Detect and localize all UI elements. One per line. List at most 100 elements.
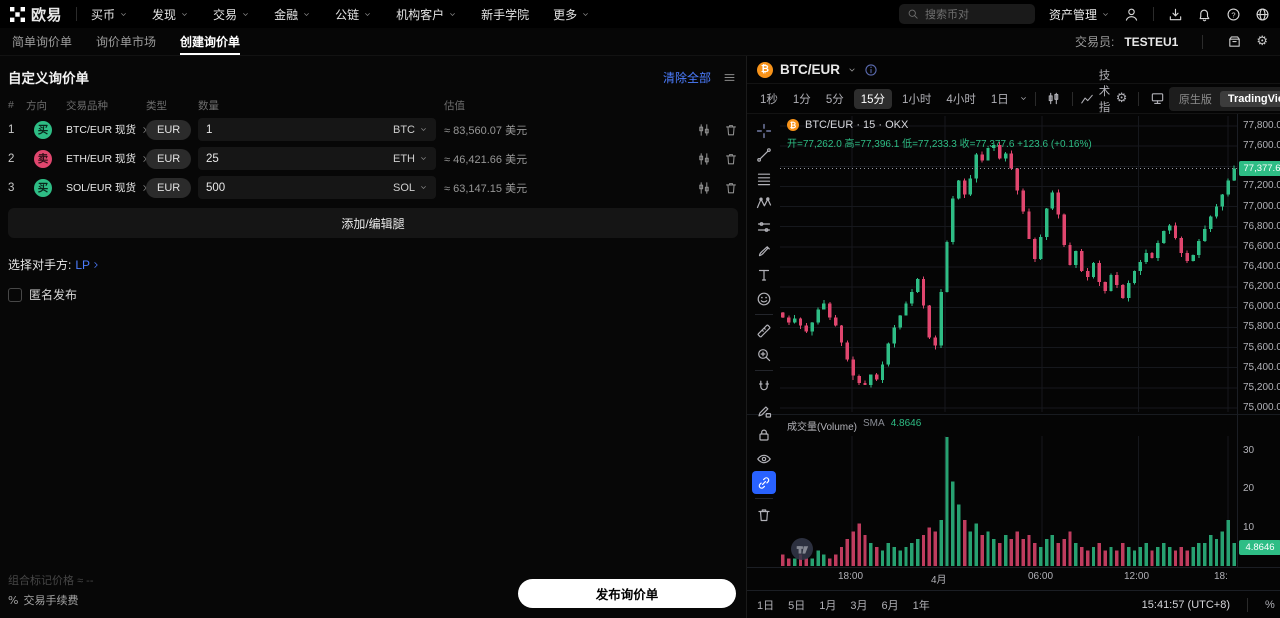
interval-1日[interactable]: 1日 [990,93,1009,106]
user-icon[interactable] [1124,7,1139,22]
nav-menu-item[interactable]: 更多 [553,6,590,23]
panel-menu-icon[interactable] [723,71,736,84]
range-1月[interactable]: 1月 [819,599,837,612]
anonymous-row[interactable]: 匿名发布 [8,286,738,303]
emoji-icon[interactable] [752,287,776,310]
chart-region[interactable]: ₿ BTC/EUR · 15 · OKX 开=77,262.0 高=77,396… [747,114,1280,590]
range-3月[interactable]: 3月 [850,599,868,612]
interval-5分[interactable]: 5分 [825,93,844,106]
help-icon[interactable]: ? [1226,7,1241,22]
delete-leg-icon[interactable] [724,152,738,166]
nav-menu-item[interactable]: 新手学院 [481,6,529,23]
clock[interactable]: 15:41:57 (UTC+8) [1141,598,1231,611]
trash-icon[interactable] [752,503,776,526]
pair-select[interactable]: SOL/EUR 现货 [66,180,147,195]
ruler-icon[interactable] [752,319,776,342]
price-tick-label: 76,800.0 [1243,221,1280,232]
tradingview-logo[interactable] [791,538,813,560]
assets-menu[interactable]: 资产管理 [1049,6,1110,23]
add-edit-legs-button[interactable]: 添加/编辑腿 [8,208,738,238]
bell-icon[interactable] [1197,7,1212,22]
interval-15分[interactable]: 15分 [853,88,893,109]
search-input[interactable]: 搜索币对 [898,4,1035,24]
amount-input[interactable]: 500 SOL [198,176,436,199]
candle-style-icon[interactable] [1042,91,1065,106]
tab-简单询价单[interactable]: 简单询价单 [12,35,73,49]
gear-icon[interactable]: ⚙ [1256,34,1268,49]
clear-all-button[interactable]: 清除全部 [662,70,711,85]
chevron-down-icon [1101,10,1110,19]
okx-logo[interactable]: 欧易 [10,4,62,25]
delete-leg-icon[interactable] [724,181,738,195]
column-header: 交易品种 [66,99,108,112]
tab-询价单市场[interactable]: 询价单市场 [96,35,157,49]
eye-icon[interactable] [752,447,776,470]
anonymous-checkbox[interactable] [8,287,22,302]
edit-lock-icon[interactable] [752,399,776,422]
range-5日[interactable]: 5日 [788,599,806,612]
screenshot-icon[interactable] [1146,91,1169,106]
leg-chart-icon[interactable] [697,152,711,166]
link-icon[interactable] [751,471,776,494]
position-icon[interactable] [752,215,776,238]
chart-settings-icon[interactable]: ⚙ [1115,91,1128,106]
range-1日[interactable]: 1日 [757,599,775,612]
range-1年[interactable]: 1年 [912,599,930,612]
leg-chart-icon[interactable] [697,123,711,137]
pair-select[interactable]: BTC/EUR 现货 [66,122,147,137]
pattern-icon[interactable] [752,191,776,214]
currency-pill[interactable]: EUR [146,119,192,140]
info-icon[interactable] [864,63,878,77]
amount-input[interactable]: 25 ETH [198,147,436,170]
text-icon[interactable] [752,263,776,286]
amount-input[interactable]: 1 BTC [198,118,436,141]
delete-leg-icon[interactable] [724,123,738,137]
leg-chart-icon[interactable] [697,181,711,195]
nav-menu-item[interactable]: 金融 [274,6,311,23]
counterparty-select[interactable]: LP [75,258,101,272]
tradingview-tab[interactable]: TradingView [1219,90,1280,107]
side-cell: 卖 [26,149,66,168]
price-pane[interactable] [780,116,1237,412]
currency-pill[interactable]: EUR [146,177,192,198]
interval-4小时[interactable]: 4小时 [946,93,976,106]
percent-scale-button[interactable]: % [1265,598,1275,611]
download-icon[interactable] [1168,7,1183,22]
zoom-in-icon[interactable] [752,343,776,366]
currency-pill[interactable]: EUR [146,148,192,169]
interval-1小时[interactable]: 1小时 [902,93,932,106]
volume-pane[interactable] [780,436,1237,567]
unit-select[interactable]: SOL [393,182,428,194]
nav-menu-item[interactable]: 公链 [335,6,372,23]
submit-rfq-button[interactable]: 发布询价单 [518,579,736,608]
unit-select[interactable]: ETH [393,153,428,165]
unit-select[interactable]: BTC [393,124,428,136]
nav-menu-item[interactable]: 发现 [152,6,189,23]
tab-创建询价单[interactable]: 创建询价单 [180,28,241,55]
interval-1分[interactable]: 1分 [792,93,811,106]
chart-pair[interactable]: BTC/EUR [780,62,840,77]
nav-menu-item[interactable]: 机构客户 [396,6,457,23]
pane-separator[interactable] [747,414,1280,415]
fib-icon [757,173,770,185]
pair-select[interactable]: ETH/EUR 现货 [66,151,147,166]
interval-1秒[interactable]: 1秒 [760,93,778,106]
magnet-icon[interactable] [752,375,776,398]
brush-icon[interactable] [752,239,776,262]
fib-icon[interactable] [752,167,776,190]
bottom-right: 15:41:57 (UTC+8) % log 自动 [1142,597,1280,613]
chevron-down-icon[interactable] [1019,94,1028,103]
chevron-down-icon[interactable] [847,65,857,75]
table-header: # 方向 交易品种 类型 数量 估值 [0,95,746,115]
orders-box-icon[interactable] [1227,34,1242,49]
globe-icon[interactable] [1255,7,1270,22]
fee-line[interactable]: % 交易手续费 [8,592,93,608]
native-version-tab[interactable]: 原生版 [1178,93,1212,106]
lock-icon[interactable] [752,423,776,446]
crosshair-icon[interactable] [752,119,776,142]
range-6月[interactable]: 6月 [881,599,899,612]
trendline-icon[interactable] [752,143,776,166]
nav-menu-item[interactable]: 交易 [213,6,250,23]
nav-menu-item[interactable]: 买币 [91,6,128,23]
